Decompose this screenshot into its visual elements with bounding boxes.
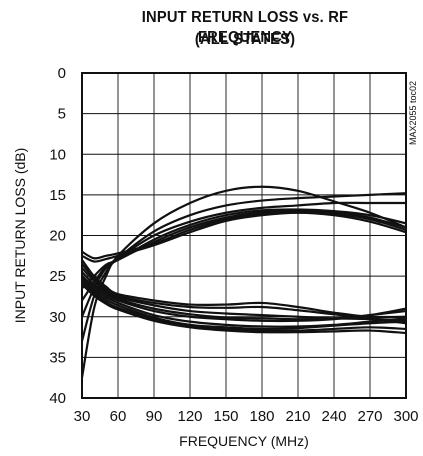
series-line-3 — [80, 201, 406, 318]
grid-lines — [81, 72, 407, 399]
chart-title: INPUT RETURN LOSS vs. RF FREQUENCY — [141, 9, 349, 46]
series-line-16 — [81, 283, 407, 335]
series-line-12 — [81, 275, 407, 323]
y-tick-label: 20 — [49, 228, 66, 245]
x-tick-label: 60 — [110, 408, 127, 425]
y-tick-label: 25 — [49, 268, 66, 285]
series-line-14 — [81, 279, 407, 331]
plot-frame — [81, 72, 407, 399]
series-line-9 — [81, 263, 407, 322]
x-tick-label: 150 — [213, 408, 238, 425]
y-tick-label: 5 — [58, 106, 66, 123]
x-tick-label: 180 — [249, 408, 274, 425]
y-axis-label: INPUT RETURN LOSS (dB) — [12, 148, 28, 324]
series-line-6 — [81, 210, 407, 260]
x-tick-labels: 30 60 90 120 150 180 210 240 270 300 — [74, 408, 419, 425]
x-tick-label: 240 — [321, 408, 346, 425]
x-tick-label: 210 — [285, 408, 310, 425]
data-lines — [80, 185, 407, 378]
x-tick-label: 300 — [393, 408, 418, 425]
figure-code-label: MAX2055 toc02 — [408, 81, 418, 145]
series-line-8 — [81, 259, 407, 319]
series-line-2 — [80, 192, 407, 342]
x-tick-label: 90 — [146, 408, 163, 425]
x-tick-label: 270 — [357, 408, 382, 425]
series-line-7 — [81, 211, 407, 263]
y-tick-label: 15 — [49, 187, 66, 204]
chart-subtitle: (ALL STATES) — [194, 31, 296, 48]
y-tick-label: 30 — [49, 309, 66, 326]
y-tick-label: 0 — [58, 65, 66, 82]
y-tick-label: 10 — [49, 146, 66, 163]
x-tick-label: 30 — [74, 408, 91, 425]
series-line-15 — [81, 281, 407, 332]
y-tick-labels: 0 5 10 15 20 25 30 35 40 — [49, 65, 66, 407]
y-tick-label: 35 — [49, 349, 66, 366]
y-tick-label: 40 — [49, 390, 66, 407]
x-axis-label: FREQUENCY (MHz) — [179, 433, 309, 449]
x-tick-label: 120 — [177, 408, 202, 425]
series-line-5 — [81, 209, 407, 290]
series-line-4 — [81, 208, 407, 302]
